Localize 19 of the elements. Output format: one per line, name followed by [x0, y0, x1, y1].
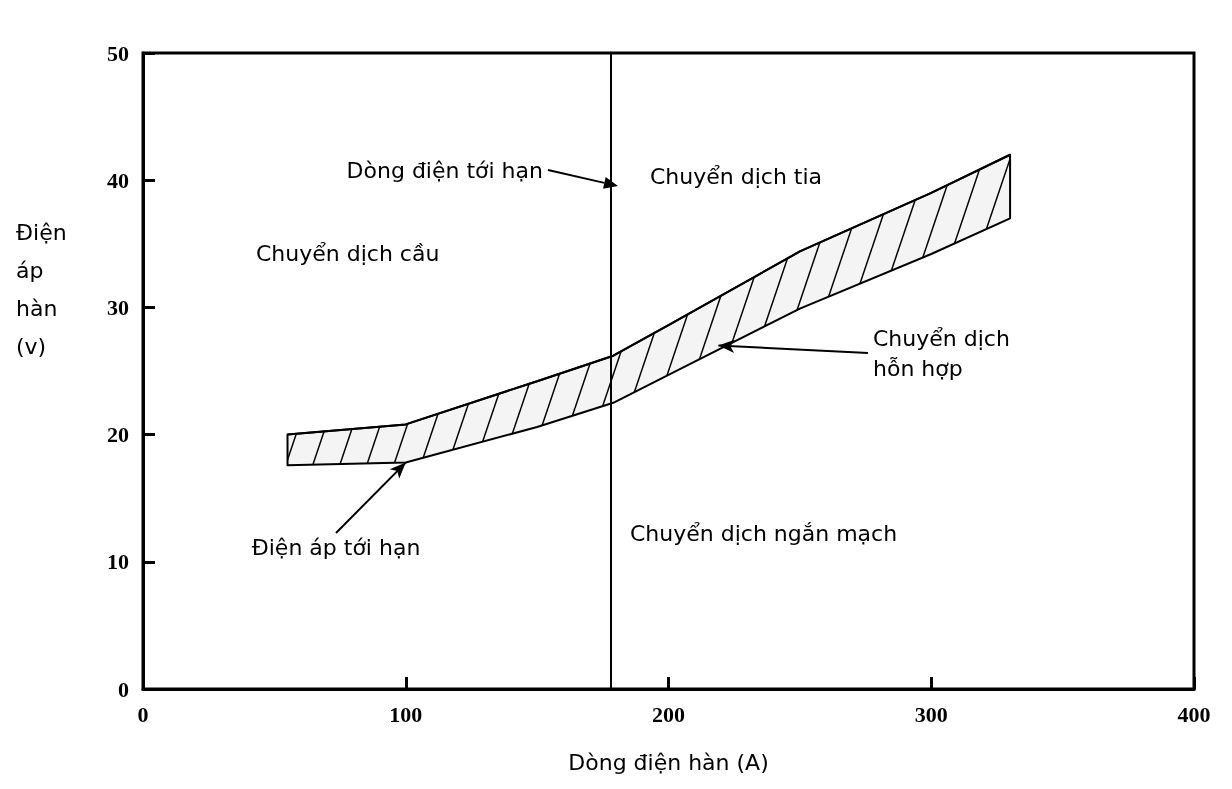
x-tick-label: 200	[652, 701, 685, 727]
x-tick-label: 100	[389, 701, 423, 727]
annotation: Chuyển dịch hỗn hợp	[873, 325, 1010, 381]
annotation: Chuyển dịch tia	[650, 163, 823, 189]
x-axis-title: Dòng điện hàn (A)	[568, 749, 769, 775]
annotation: Chuyển dịch cầu	[256, 240, 440, 266]
x-tick-label: 400	[1177, 701, 1211, 727]
x-tick-label: 0	[137, 701, 149, 727]
y-tick-label: 50	[107, 40, 129, 66]
annotation: Dòng điện tới hạn	[346, 157, 543, 183]
y-tick-label: 10	[107, 549, 129, 575]
y-tick-label: 30	[107, 294, 129, 320]
y-tick-label: 40	[107, 167, 129, 193]
annotation: Chuyển dịch ngắn mạch	[630, 520, 898, 546]
x-tick-label: 300	[914, 701, 948, 727]
y-axis-title: Điện áp hàn (v)	[16, 219, 67, 359]
y-tick-label: 0	[118, 676, 129, 702]
annotation: Điện áp tới hạn	[251, 534, 421, 560]
y-tick-label: 20	[107, 422, 129, 448]
